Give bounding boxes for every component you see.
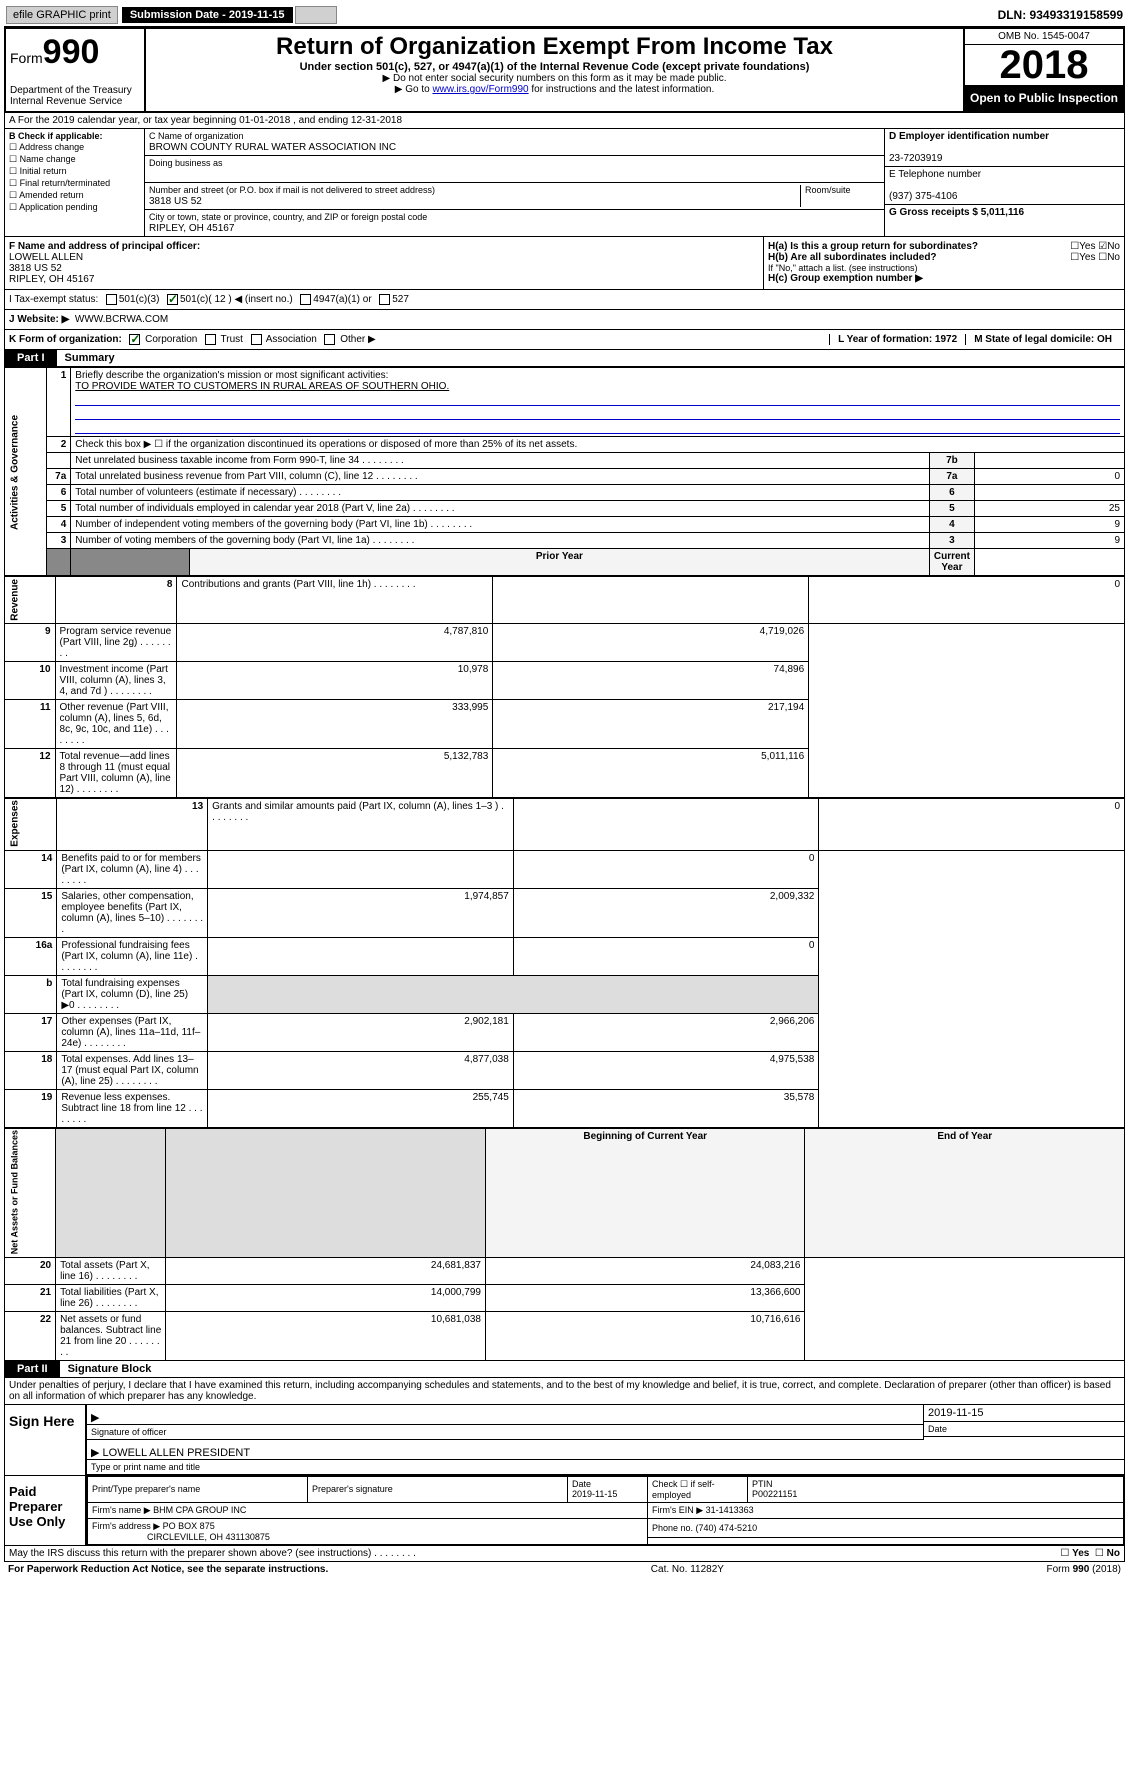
side-governance: Activities & Governance (5, 368, 47, 576)
side-netassets: Net Assets or Fund Balances (5, 1128, 56, 1257)
telephone: E Telephone number (937) 375-4106 (885, 167, 1124, 205)
efile-button[interactable]: efile GRAPHIC print (6, 6, 118, 24)
form-note2: ▶ Go to www.irs.gov/Form990 for instruct… (150, 84, 959, 95)
form-note1: ▶ Do not enter social security numbers o… (150, 73, 959, 84)
part1-header: Part I (5, 350, 57, 366)
dln: DLN: 93493319158599 (998, 8, 1123, 22)
paid-preparer-label: Paid Preparer Use Only (5, 1476, 85, 1545)
part2-header: Part II (5, 1361, 60, 1377)
discuss-row: May the IRS discuss this return with the… (4, 1546, 1125, 1562)
open-public: Open to Public Inspection (965, 85, 1123, 111)
org-name: C Name of organization BROWN COUNTY RURA… (145, 129, 884, 156)
group-return: H(a) Is this a group return for subordin… (764, 237, 1124, 289)
cat-no: Cat. No. 11282Y (651, 1564, 724, 1575)
form-subtitle: Under section 501(c), 527, or 4947(a)(1)… (150, 61, 959, 73)
part2-title: Signature Block (60, 1363, 152, 1375)
form-number: Form990 (10, 33, 140, 72)
sign-here-label: Sign Here (5, 1405, 85, 1475)
form-footer: Form 990 (2018) (1047, 1564, 1121, 1575)
col-b-checkboxes: B Check if applicable: ☐ Address change … (5, 129, 145, 236)
street-address: Number and street (or P.O. box if mail i… (145, 183, 884, 210)
submission-date: Submission Date - 2019-11-15 (122, 7, 293, 23)
pra-notice: For Paperwork Reduction Act Notice, see … (8, 1564, 328, 1575)
principal-officer: F Name and address of principal officer:… (5, 237, 764, 289)
dba: Doing business as (145, 156, 884, 183)
ein: D Employer identification number 23-7203… (885, 129, 1124, 167)
tax-exempt-status: I Tax-exempt status: 501(c)(3) 501(c) ( … (4, 290, 1125, 310)
irs-link[interactable]: www.irs.gov/Form990 (432, 84, 528, 95)
city-state-zip: City or town, state or province, country… (145, 210, 884, 236)
side-revenue: Revenue (5, 577, 56, 624)
website-row: J Website: ▶ WWW.BCRWA.COM (4, 310, 1125, 330)
form-title: Return of Organization Exempt From Incom… (150, 33, 959, 61)
part1-title: Summary (57, 352, 115, 364)
tax-year: 2018 (965, 45, 1123, 85)
form-of-org: K Form of organization: Corporation Trus… (4, 330, 1125, 350)
top-bar: efile GRAPHIC print Submission Date - 20… (4, 4, 1125, 27)
row-a-tax-year: A For the 2019 calendar year, or tax yea… (4, 113, 1125, 129)
department: Department of the Treasury Internal Reve… (10, 85, 140, 107)
side-expenses: Expenses (5, 798, 57, 850)
submission-date-blank (295, 6, 337, 24)
gross-receipts: G Gross receipts $ 5,011,116 (885, 205, 1124, 220)
perjury-text: Under penalties of perjury, I declare th… (4, 1378, 1125, 1405)
